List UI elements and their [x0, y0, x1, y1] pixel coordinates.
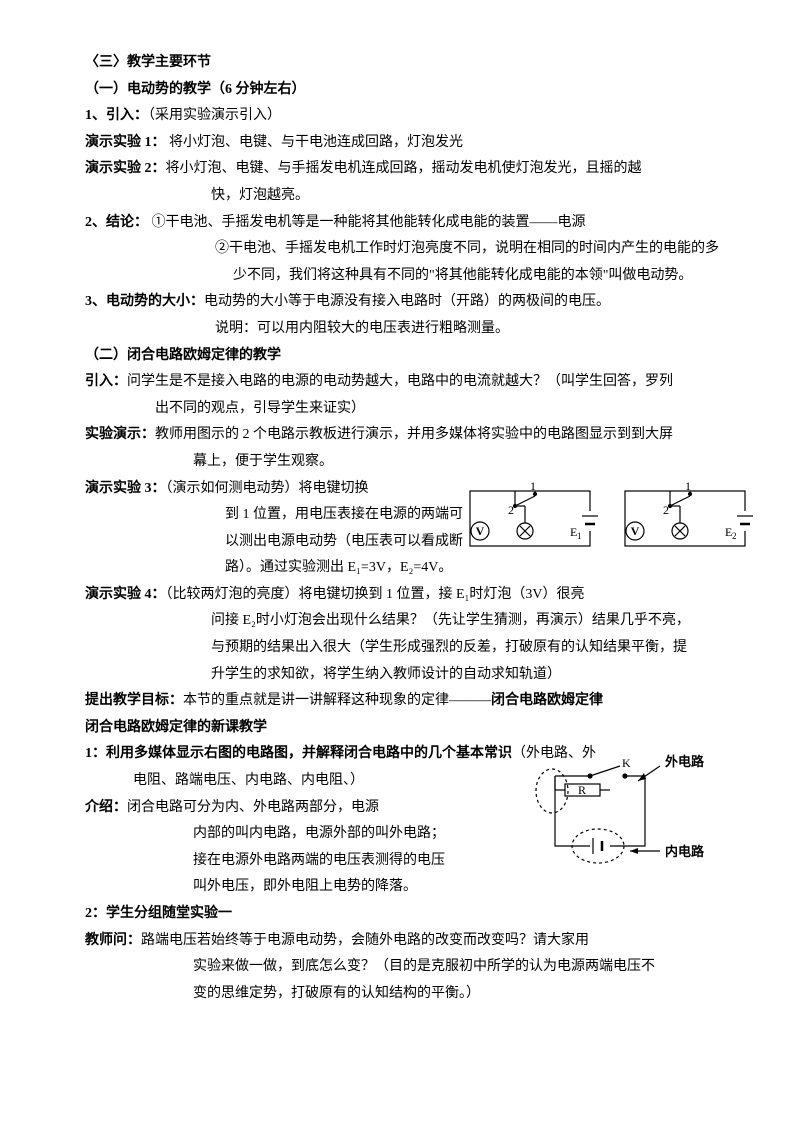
emf-note: 说明：可以用内阻较大的电压表进行粗略测量。 [215, 316, 730, 343]
emf-lead: 3、电动势的大小： [85, 294, 204, 309]
s2-demo-cont: 幕上，便于学生观察。 [85, 449, 730, 476]
q-a: 路端电压若始终等于电源电动势，会随外电路的改变而改变吗？请大家用 [141, 933, 589, 948]
intro-lead: 1、引入： [85, 108, 148, 123]
exp2-cont: 快，灯泡越亮。 [85, 183, 730, 210]
exp4-d: 升学生的求知欲，将学生纳入教师设计的自动求知轨道） [85, 662, 730, 689]
topic1-block: 1：利用多媒体显示右图的电路图，并解释闭合电路中的几个基本常识（外电路、外 电阻… [85, 741, 730, 901]
q-l1: 教师问：路端电压若始终等于电源电动势，会随外电路的改变而改变吗？请大家用 [85, 928, 730, 955]
svg-text:1: 1 [530, 479, 536, 493]
svg-text:V: V [631, 524, 640, 538]
svg-text:2: 2 [508, 503, 514, 517]
section2-title: （二）闭合电路欧姆定律的教学 [85, 343, 730, 370]
exp3-block: 演示实验 3：（演示如何测电动势）将电键切换 到 1 位置，用电压表接在电源的两… [85, 476, 730, 582]
exp1: 演示实验 1： 将小灯泡、电键、与干电池连成回路，灯泡发光 [85, 130, 730, 157]
svg-text:K: K [622, 756, 631, 770]
q-c: 变的思维定势，打破原有的认知结构的平衡。） [193, 981, 730, 1008]
single-circuit-diagram: R K 外电路 内电路 [530, 741, 720, 871]
s2-demo: 实验演示：教师用图示的 2 个电路示教板进行演示，并用多媒体将实验中的电路图显示… [85, 422, 730, 449]
s2-intro-cont: 出不同的观点，引导学生来证实） [85, 396, 730, 423]
intro2-a: 闭合电路可分为内、外电路两部分，电源 [127, 800, 379, 815]
s1-intro: 1、引入：（采用实验演示引入） [85, 103, 730, 130]
goal-bold: 闭合电路欧姆定律 [491, 693, 603, 708]
exp4-lead: 演示实验 4： [85, 587, 166, 602]
goal: 提出教学目标：本节的重点就是讲一讲解释这种现象的定律———闭合电路欧姆定律 [85, 688, 730, 715]
exp4: 演示实验 4：（比较两灯泡的亮度）将电键切换到 1 位置，接 E₁时灯泡（3V）… [85, 582, 730, 609]
concl-rest: ①干电池、手摇发电机等是一种能将其他能转化成电能的装置——电源 [148, 215, 586, 230]
q-b: 实验来做一做，到底怎么变？（目的是克服初中所学的认为电源两端电压不 [193, 954, 730, 981]
double-circuit-diagram: V 1 2 E 1 [460, 476, 760, 566]
goal-rest: 本节的重点就是讲一讲解释这种现象的定律 [183, 693, 449, 708]
svg-text:内电路: 内电路 [665, 844, 705, 859]
exp2-rest: 将小灯泡、电键、与手摇发电机连成回路，摇动发电机使灯泡发光，且摇的越 [166, 161, 642, 176]
goal-dash: ——— [449, 693, 491, 708]
svg-text:R: R [578, 783, 586, 797]
t2: 2：学生分组随堂实验一 [85, 901, 730, 928]
svg-text:2: 2 [663, 503, 669, 517]
concl2a: ②干电池、手摇发电机工作时灯泡亮度不同，说明在相同的时间内产生的电能的多 [215, 236, 730, 263]
svg-text:2: 2 [732, 531, 737, 541]
exp1-lead: 演示实验 1： [85, 135, 166, 150]
intro2-d: 叫外电压，即外电阻上电势的降落。 [193, 874, 730, 901]
exp1-rest: 将小灯泡、电键、与干电池连成回路，灯泡发光 [166, 135, 464, 150]
svg-text:V: V [476, 524, 485, 538]
goal-lead: 提出教学目标： [85, 693, 183, 708]
s2-intro-lead: 引入： [85, 374, 127, 389]
concl2b: 少不同，我们将这种具有不同的"将其他能转化成电能的本领"叫做电动势。 [233, 263, 730, 290]
svg-text:外电路: 外电路 [664, 754, 705, 769]
exp2-lead: 演示实验 2： [85, 161, 166, 176]
intro-rest: （采用实验演示引入） [148, 108, 281, 123]
emf-rest: 电动势的大小等于电源没有接入电路时（开路）的两极间的电压。 [204, 294, 610, 309]
exp3-a: （演示如何测电动势）将电键切换 [166, 481, 369, 496]
intro2-lead: 介绍： [85, 800, 127, 815]
section1-title: （一）电动势的教学（6 分钟左右） [85, 77, 730, 104]
exp2: 演示实验 2：将小灯泡、电键、与手摇发电机连成回路，摇动发电机使灯泡发光，且摇的… [85, 156, 730, 183]
exp3-lead: 演示实验 3： [85, 481, 166, 496]
t1a: 1：利用多媒体显示右图的电路图，并解释闭合电路中的几个基本常识 [85, 746, 512, 761]
s2-demo-lead: 实验演示： [85, 427, 155, 442]
svg-text:1: 1 [577, 531, 582, 541]
newclass: 闭合电路欧姆定律的新课教学 [85, 715, 730, 742]
concl-lead: 2、结论： [85, 215, 148, 230]
exp4-a: （比较两灯泡的亮度）将电键切换到 1 位置，接 E₁时灯泡（3V）很亮 [166, 587, 585, 602]
s2-intro: 引入：问学生是不是接入电路的电源的电动势越大，电路中的电流就越大？（叫学生回答，… [85, 369, 730, 396]
emf-size: 3、电动势的大小：电动势的大小等于电源没有接入电路时（开路）的两极间的电压。 [85, 289, 730, 316]
exp4-c: 与预期的结果出入很大（学生形成强烈的反差，打破原有的认知结果平衡，提 [85, 635, 730, 662]
main-heading: 〈三〉教学主要环节 [85, 50, 730, 77]
q-lead: 教师问： [85, 933, 141, 948]
svg-text:1: 1 [685, 479, 691, 493]
exp4-b: 问接 E₂时小灯泡会出现什么结果？（先让学生猜测，再演示）结果几乎不亮， [85, 608, 730, 635]
s1-concl: 2、结论： ①干电池、手摇发电机等是一种能将其他能转化成电能的装置——电源 [85, 210, 730, 237]
document-page: 〈三〉教学主要环节 （一）电动势的教学（6 分钟左右） 1、引入：（采用实验演示… [0, 0, 800, 1132]
s2-demo-rest: 教师用图示的 2 个电路示教板进行演示，并用多媒体将实验中的电路图显示到到大屏 [155, 427, 673, 442]
s2-intro-rest: 问学生是不是接入电路的电源的电动势越大，电路中的电流就越大？（叫学生回答，罗列 [127, 374, 673, 389]
